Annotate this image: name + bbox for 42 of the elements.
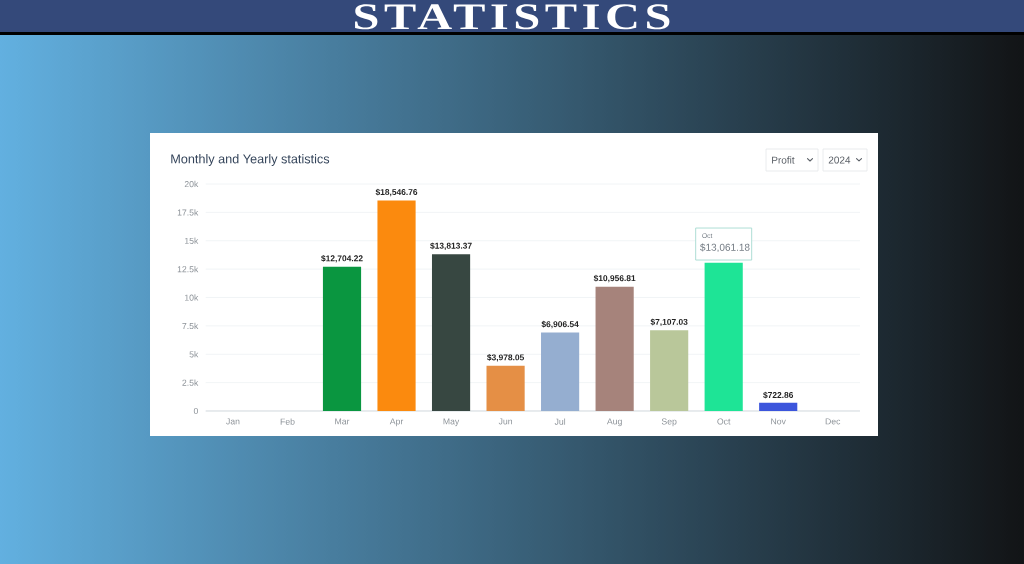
bar xyxy=(595,286,634,411)
x-tick-label: Feb xyxy=(280,418,295,425)
x-tick-label: Jul xyxy=(554,418,566,425)
bar xyxy=(650,330,689,411)
text: Profit xyxy=(772,156,795,164)
data-label: $7,107.03 xyxy=(650,318,688,327)
x-tick-label: Mar xyxy=(335,418,350,425)
y-tick-label: 12.5k xyxy=(177,265,199,273)
bar xyxy=(322,266,362,411)
x-tick-label: Jun xyxy=(498,418,512,425)
chart-subtitle: Monthly and Yearly statistics xyxy=(171,154,330,166)
y-tick-label: 20k xyxy=(184,180,199,188)
data-label: $3,978.05 xyxy=(487,354,525,362)
annotation: $13,061.18 xyxy=(700,243,750,252)
x-tick-label: Aug xyxy=(606,418,622,427)
x-tick-label: Oct xyxy=(717,418,731,425)
y-tick-label: 0 xyxy=(193,407,198,415)
y-tick-label: 10k xyxy=(185,294,199,301)
x-tick-label: May xyxy=(443,418,460,427)
y-tick-label: 7.5k xyxy=(182,322,199,330)
y-tick-label: 15k xyxy=(185,237,199,244)
data-label: $10,956.81 xyxy=(593,274,636,283)
bar xyxy=(486,365,525,411)
y-tick-label: 17.5k xyxy=(177,209,199,216)
x-tick-label: Jan xyxy=(226,418,240,425)
x-tick-label: Apr xyxy=(389,418,404,427)
bar xyxy=(377,200,416,411)
x-tick-label: Nov xyxy=(771,418,786,425)
chart-title: STATISTICS xyxy=(355,4,670,30)
bar xyxy=(541,332,580,411)
x-tick-label: Dec xyxy=(825,418,841,425)
data-label: $18,546.76 xyxy=(375,188,418,197)
data-label: $6,906.54 xyxy=(541,320,579,329)
bar xyxy=(759,402,798,411)
x-tick-label: Sep xyxy=(661,418,677,427)
y-tick-label: 5k xyxy=(189,351,199,358)
data-label: $722.86 xyxy=(763,391,794,399)
data-label: $13,813.37 xyxy=(430,242,472,250)
bar xyxy=(431,254,471,411)
y-tick-label: 2.5k xyxy=(182,379,199,386)
text: 2024 xyxy=(828,156,851,164)
data-label: $12,704.22 xyxy=(321,255,363,263)
